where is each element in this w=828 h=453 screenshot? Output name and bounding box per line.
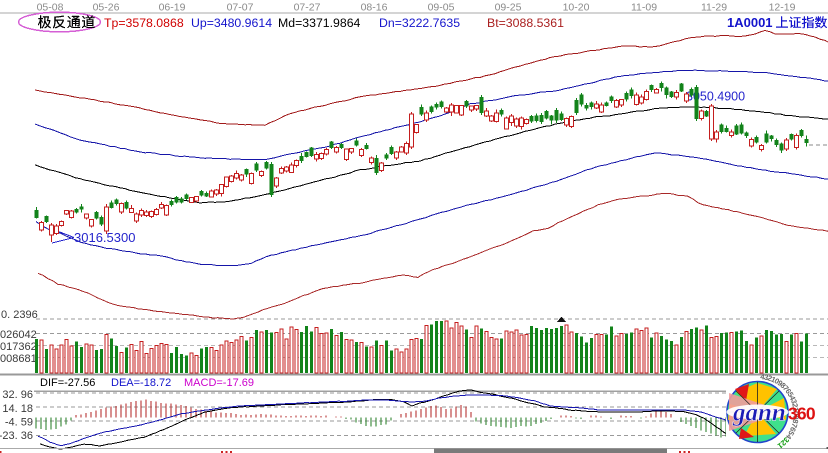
svg-text:07-27: 07-27 [294, 2, 321, 14]
svg-text:1A0001: 1A0001 [727, 15, 773, 30]
svg-text:11-09: 11-09 [631, 2, 657, 14]
svg-text:Up=3480.9614: Up=3480.9614 [191, 16, 272, 30]
svg-text:8: 8 [778, 381, 787, 390]
svg-text:008681: 008681 [0, 353, 37, 365]
svg-text:32. 96: 32. 96 [2, 389, 33, 401]
svg-text:017362: 017362 [0, 341, 37, 353]
svg-text:4: 4 [784, 432, 794, 441]
svg-text:2: 2 [779, 438, 788, 448]
svg-text:5: 5 [786, 429, 796, 437]
svg-text:4: 4 [760, 372, 766, 382]
svg-text:-4. 59: -4. 59 [5, 417, 33, 429]
svg-text:DIF=-27.56: DIF=-27.56 [40, 377, 95, 389]
svg-text:1: 1 [770, 375, 778, 385]
svg-text:9: 9 [791, 415, 800, 420]
svg-text:05-08: 05-08 [37, 2, 64, 14]
svg-text:3050.4900: 3050.4900 [686, 90, 745, 104]
svg-text:05-26: 05-26 [93, 2, 120, 14]
svg-text:09-25: 09-25 [495, 2, 522, 14]
svg-text:2: 2 [790, 403, 800, 409]
svg-text:5: 5 [786, 390, 796, 398]
svg-text:7: 7 [789, 422, 799, 429]
svg-text:06-19: 06-19 [159, 2, 186, 14]
svg-text:026042: 026042 [0, 329, 37, 341]
svg-text:Tp=3578.0868: Tp=3578.0868 [104, 16, 184, 30]
svg-text:07-07: 07-07 [227, 2, 254, 14]
svg-text:8: 8 [791, 418, 801, 424]
svg-text:0: 0 [792, 411, 801, 415]
svg-text:4: 4 [788, 394, 798, 402]
svg-text:3: 3 [782, 435, 791, 444]
svg-text:gann: gann [732, 400, 786, 427]
svg-text:6: 6 [784, 387, 794, 395]
svg-text:7: 7 [781, 384, 791, 393]
svg-text:0: 0 [773, 376, 781, 386]
svg-text:10-20: 10-20 [563, 2, 590, 14]
svg-text:MACD=-17.69: MACD=-17.69 [184, 377, 254, 389]
svg-text:08-16: 08-16 [361, 2, 388, 14]
svg-text:0. 2396: 0. 2396 [1, 309, 38, 321]
svg-text:1: 1 [776, 441, 784, 451]
svg-text:3: 3 [763, 372, 769, 382]
svg-text:Bt=3088.5361: Bt=3088.5361 [487, 16, 564, 30]
svg-text:09-05: 09-05 [428, 2, 455, 14]
svg-text:6: 6 [788, 425, 798, 433]
svg-text:Md=3371.9864: Md=3371.9864 [278, 16, 361, 30]
svg-text:1: 1 [791, 407, 800, 412]
svg-text:12-19: 12-19 [769, 2, 796, 14]
svg-text:14. 18: 14. 18 [2, 403, 33, 415]
svg-text:360: 360 [788, 404, 816, 424]
svg-text:DEA=-18.72: DEA=-18.72 [111, 377, 171, 389]
svg-text:3: 3 [789, 398, 799, 404]
svg-text:3016.5300: 3016.5300 [74, 230, 135, 245]
svg-text:Dn=3222.7635: Dn=3222.7635 [379, 16, 460, 30]
svg-text:2: 2 [766, 373, 773, 383]
svg-text:11-29: 11-29 [701, 2, 727, 14]
svg-text:9: 9 [776, 378, 785, 388]
svg-text:-23. 36: -23. 36 [0, 430, 33, 442]
